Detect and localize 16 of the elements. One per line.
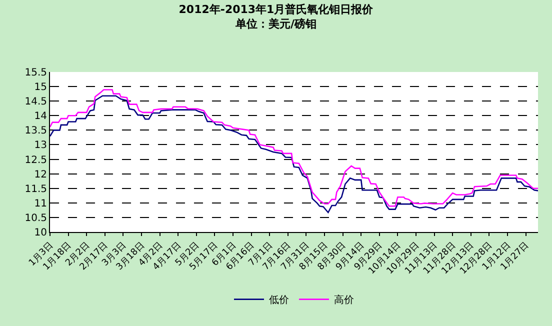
y-tick-label: 11 [34,198,47,210]
y-tick-label: 12.5 [24,154,47,166]
chart-title: 2012年-2013年1月普氏氧化钼日报价 [178,3,374,16]
y-tick-label: 15.5 [24,68,47,78]
legend-label: 高价 [334,294,354,306]
y-tick-label: 12 [34,169,47,180]
y-tick-label: 13 [34,140,47,152]
y-tick-label: 15 [34,82,47,94]
chart-subtitle: 单位：美元/磅钼 [234,17,317,30]
y-tick-label: 14 [34,111,47,122]
legend-label: 低价 [269,294,289,306]
y-tick-label: 10.5 [24,212,47,224]
y-tick-label: 13.5 [24,126,47,137]
y-tick-label: 10 [34,228,47,238]
y-tick-label: 11.5 [24,184,47,195]
y-tick-label: 14.5 [24,96,47,108]
